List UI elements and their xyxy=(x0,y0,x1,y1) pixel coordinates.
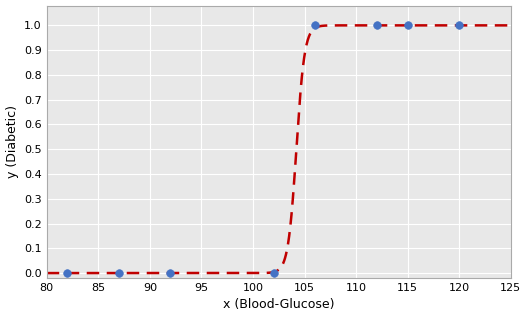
Point xyxy=(311,23,319,28)
Point xyxy=(373,23,381,28)
Point xyxy=(167,270,175,275)
Y-axis label: y (Diabetic): y (Diabetic) xyxy=(6,105,18,178)
Point xyxy=(115,270,123,275)
Point xyxy=(455,23,464,28)
Point xyxy=(404,23,412,28)
X-axis label: x (Blood-Glucose): x (Blood-Glucose) xyxy=(223,298,335,311)
Point xyxy=(63,270,72,275)
Point xyxy=(269,270,278,275)
